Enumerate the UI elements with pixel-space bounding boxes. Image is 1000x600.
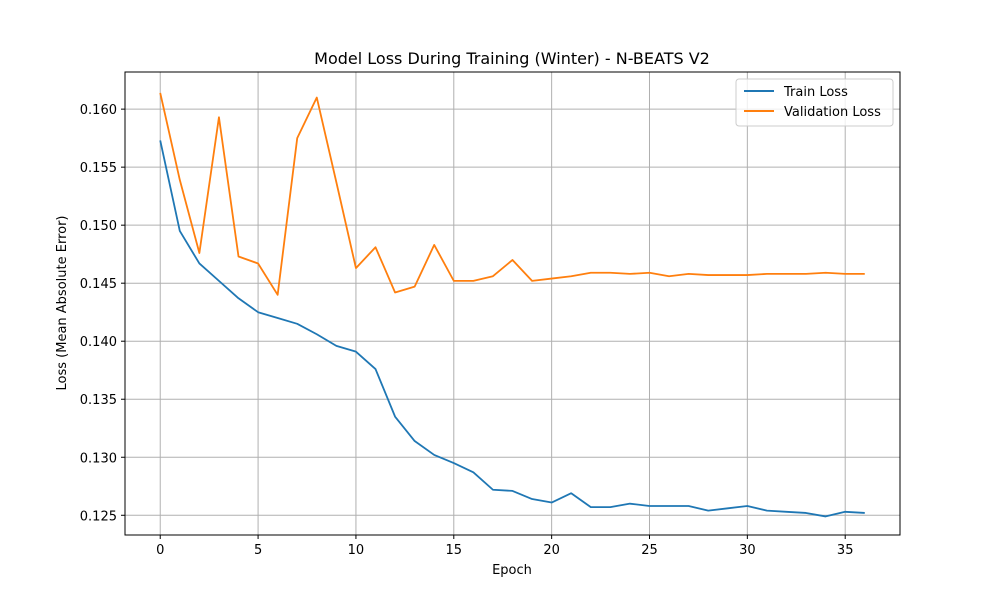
y-tick-label: 0.135 [80, 393, 117, 408]
y-tick-label: 0.145 [80, 277, 117, 292]
validation-loss-line [159, 92, 865, 296]
x-tick-label: 15 [446, 543, 463, 558]
axis-ticks: 0 5 10 15 20 25 30 35 0.125 0.130 0.135 0.140 0.145 0… [80, 103, 854, 558]
legend: Train Loss Validation Loss [735, 78, 894, 127]
x-tick-label: 10 [348, 543, 365, 558]
x-tick-label: 0 [156, 543, 164, 558]
y-tick-label: 0.160 [80, 103, 117, 118]
x-axis-label: Epoch [492, 563, 532, 578]
plot-frame [124, 71, 901, 536]
y-axis-label: Loss (Mean Absolute Error) [55, 216, 70, 391]
y-tick-label: 0.125 [80, 509, 117, 524]
y-tick-label: 0.150 [80, 219, 117, 234]
x-tick-label: 25 [641, 543, 658, 558]
legend-label-validation-loss: Validation Loss [784, 105, 881, 120]
chart-title: Model Loss During Training (Winter) - N-… [314, 49, 710, 68]
y-tick-label: 0.155 [80, 161, 117, 176]
x-tick-label: 5 [254, 543, 262, 558]
legend-box [735, 78, 894, 127]
x-tick-label: 20 [543, 543, 560, 558]
legend-label-train-loss: Train Loss [783, 85, 848, 100]
train-loss-line [159, 140, 865, 518]
y-tick-label: 0.140 [80, 335, 117, 350]
x-tick-label: 35 [837, 543, 854, 558]
y-tick-label: 0.130 [80, 451, 117, 466]
x-tick-label: 30 [739, 543, 756, 558]
grid [125, 72, 900, 535]
series-lines [159, 92, 865, 518]
